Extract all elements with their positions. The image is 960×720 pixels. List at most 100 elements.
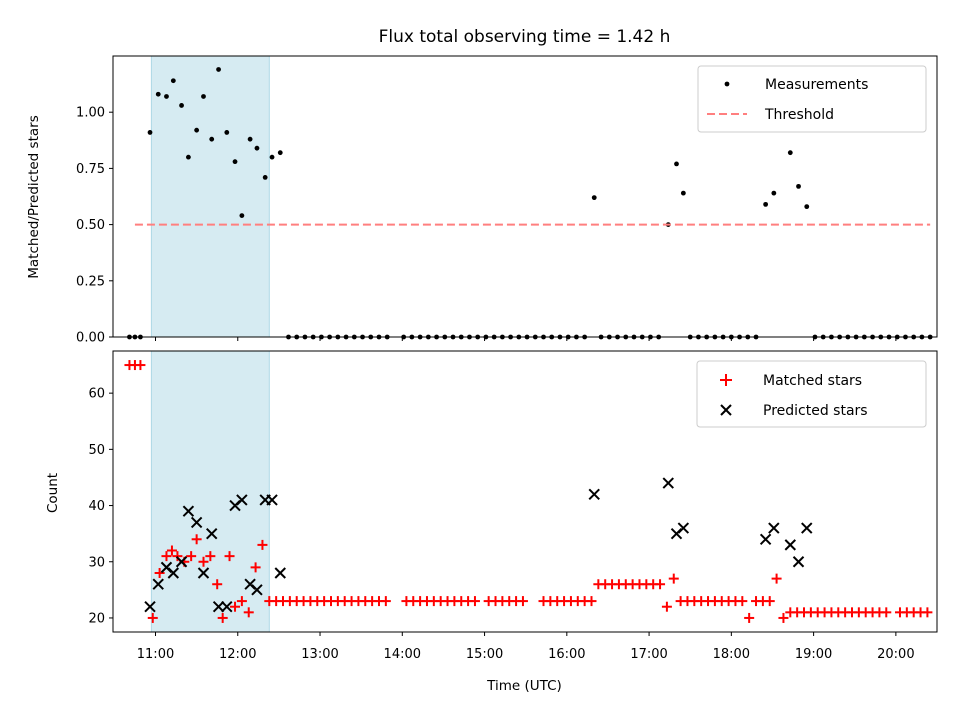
measurement-point xyxy=(224,130,230,135)
y-tick-label: 1.00 xyxy=(76,106,105,121)
measurement-point xyxy=(201,94,206,99)
ratio-legend-box xyxy=(697,65,927,133)
y-tick-label: 60 xyxy=(88,387,105,402)
ratio-y-axis-label: Matched/Predicted stars xyxy=(26,115,42,278)
measurement-point xyxy=(804,204,810,210)
y-tick-label: 30 xyxy=(88,555,105,570)
legend-matched-label: Matched stars xyxy=(763,373,862,389)
matched-star-point xyxy=(655,579,666,590)
measurement-point xyxy=(194,127,200,133)
matched-star-point xyxy=(236,596,247,607)
measurement-point xyxy=(254,145,260,151)
measurement-point xyxy=(674,161,679,167)
predicted-star-point xyxy=(152,578,164,590)
matched-star-point xyxy=(224,551,235,562)
matched-star-point xyxy=(469,596,480,607)
count-legend-box xyxy=(696,360,927,428)
matched-star-point xyxy=(586,596,597,607)
count-panel: 20 30 40 50 60 11:00 12:00 13:00 14:00 15:00 16:00… xyxy=(45,350,938,694)
matched-star-point xyxy=(764,596,775,607)
predicted-star-point xyxy=(677,522,690,534)
predicted-star-point xyxy=(206,527,218,540)
y-tick-label: 20 xyxy=(88,611,105,626)
measurement-point xyxy=(209,136,215,142)
y-tick-label: 0.50 xyxy=(76,218,105,233)
ratio-panel: Flux total observing time = 1.42 h 0.00 0… xyxy=(26,27,938,346)
matched-star-point xyxy=(922,607,933,618)
plot-frame xyxy=(112,55,938,338)
x-tick-label: 11:00 xyxy=(137,647,174,662)
measurement-point xyxy=(170,78,176,84)
x-tick-label: 13:00 xyxy=(301,647,338,662)
matched-star-point xyxy=(198,556,209,567)
predicted-star-point xyxy=(182,505,195,517)
predicted-star-point xyxy=(175,556,188,568)
measurement-point xyxy=(147,130,153,135)
matched-star-point xyxy=(661,601,672,612)
x-axis-label: Time (UTC) xyxy=(486,678,562,694)
predicted-star-point xyxy=(768,522,780,534)
legend-predicted-marker xyxy=(720,404,732,416)
x-tick-label: 20:00 xyxy=(877,647,914,662)
matched-star-point xyxy=(147,612,158,623)
matched-star-point xyxy=(250,562,261,573)
measurement-point xyxy=(216,67,221,72)
matched-star-point xyxy=(744,612,755,623)
matched-star-point xyxy=(380,596,391,607)
matched-star-point xyxy=(257,539,268,550)
measurement-point xyxy=(164,94,169,99)
observing-window-span xyxy=(150,55,270,338)
predicted-star-point xyxy=(274,567,286,579)
matched-star-point xyxy=(668,573,679,584)
count-y-axis-label: Count xyxy=(45,473,61,513)
predicted-star-point xyxy=(759,533,772,545)
measurement-point xyxy=(247,136,253,142)
y-tick-label: 0.25 xyxy=(76,274,105,289)
measurement-point xyxy=(262,174,268,180)
measurement-point xyxy=(155,91,161,97)
matched-star-point xyxy=(191,534,202,545)
y-tick-label: 40 xyxy=(88,499,105,514)
measurement-point xyxy=(232,159,238,165)
measurement-point xyxy=(787,150,793,156)
measurement-point xyxy=(591,195,597,201)
matched-star-point xyxy=(778,612,789,623)
predicted-star-point xyxy=(588,488,600,501)
measurement-point xyxy=(796,183,801,189)
predicted-star-point xyxy=(662,477,674,489)
legend-matched-marker xyxy=(720,374,732,386)
matched-star-point xyxy=(243,607,254,618)
predicted-star-point xyxy=(212,601,225,613)
ratio-legend: Measurements Threshold xyxy=(697,65,927,133)
x-tick-label: 19:00 xyxy=(795,647,832,662)
predicted-star-point xyxy=(197,567,210,579)
observing-window-span xyxy=(150,350,270,633)
matched-star-point xyxy=(212,579,223,590)
legend-measurements-marker xyxy=(724,81,730,87)
predicted-star-point xyxy=(236,494,248,506)
matched-star-point xyxy=(205,551,216,562)
matched-star-point xyxy=(217,612,228,623)
measurement-point xyxy=(269,154,275,160)
predicted-star-point xyxy=(266,494,278,506)
measurement-point xyxy=(179,103,184,108)
matched-star-point xyxy=(186,551,197,562)
predicted-star-point xyxy=(784,539,797,551)
matched-star-point xyxy=(771,573,782,584)
matched-star-point xyxy=(230,601,241,612)
legend-threshold-label: Threshold xyxy=(764,107,834,123)
measurement-point xyxy=(680,190,686,196)
predicted-star-point xyxy=(251,584,263,596)
predicted-star-point xyxy=(144,601,156,613)
predicted-star-point xyxy=(221,601,233,613)
matched-star-point xyxy=(172,551,183,562)
legend-measurements-label: Measurements xyxy=(765,77,868,93)
x-tick-label: 16:00 xyxy=(548,647,585,662)
x-tick-label: 14:00 xyxy=(384,647,421,662)
measurement-point xyxy=(277,150,283,156)
y-tick-label: 0.75 xyxy=(76,162,105,177)
predicted-star-point xyxy=(801,522,813,534)
x-tick-label: 18:00 xyxy=(713,647,750,662)
measurement-point xyxy=(771,190,777,196)
